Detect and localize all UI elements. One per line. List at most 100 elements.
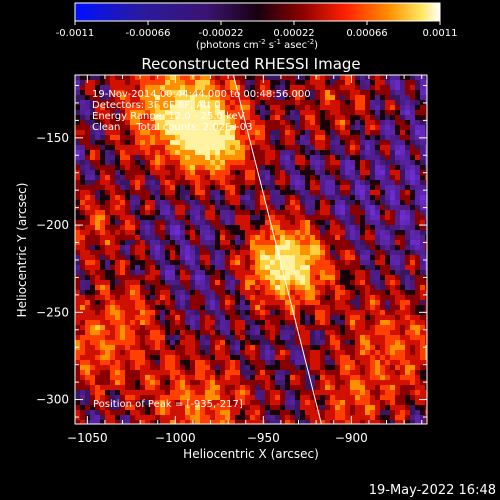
heatmap-cell [385,210,390,215]
heatmap-cell [95,340,100,345]
heatmap-cell [405,375,410,380]
heatmap-cell [310,415,315,420]
heatmap-cell [345,80,350,85]
heatmap-cell [320,405,325,410]
heatmap-cell [170,125,175,130]
heatmap-cell [85,100,90,105]
heatmap-cell [335,370,340,375]
heatmap-cell [405,190,410,195]
heatmap-cell [270,345,275,350]
heatmap-cell [135,165,140,170]
heatmap-cell [425,265,427,270]
heatmap-cell [215,300,220,305]
heatmap-cell [320,95,325,100]
heatmap-cell [375,155,380,160]
heatmap-cell [275,375,280,380]
heatmap-cell [170,155,175,160]
heatmap-cell [115,195,120,200]
heatmap-cell [235,335,240,340]
heatmap-cell [365,250,370,255]
heatmap-cell [200,345,205,350]
heatmap-cell [375,210,380,215]
heatmap-cell [330,170,335,175]
heatmap-cell [325,120,330,125]
heatmap-cell [105,100,110,105]
heatmap-cell [195,140,200,145]
heatmap-cell [80,415,85,420]
heatmap-cell [390,305,395,310]
heatmap-cell [160,215,165,220]
heatmap-cell [255,300,260,305]
heatmap-cell [375,370,380,375]
heatmap-cell [80,355,85,360]
heatmap-cell [250,155,255,160]
heatmap-cell [170,195,175,200]
heatmap-cell [325,175,330,180]
heatmap-cell [210,85,215,90]
heatmap-cell [330,215,335,220]
heatmap-cell [95,150,100,155]
heatmap-cell [400,385,405,390]
heatmap-cell [205,260,210,265]
heatmap-cell [190,160,195,165]
heatmap-cell [95,305,100,310]
heatmap-cell [355,80,360,85]
heatmap-cell [215,180,220,185]
heatmap-cell [300,410,305,415]
heatmap-cell [270,250,275,255]
heatmap-cell [365,100,370,105]
heatmap-cell [160,120,165,125]
heatmap-cell [90,330,95,335]
heatmap-cell [150,345,155,350]
heatmap-cell [155,235,160,240]
heatmap-cell [405,265,410,270]
heatmap-cell [185,315,190,320]
heatmap-cell [270,360,275,365]
heatmap-cell [400,140,405,145]
heatmap-cell [105,205,110,210]
heatmap-cell [165,220,170,225]
heatmap-cell [400,245,405,250]
heatmap-cell [220,270,225,275]
heatmap-cell [360,290,365,295]
heatmap-cell [90,385,95,390]
heatmap-cell [345,280,350,285]
heatmap-cell [130,180,135,185]
heatmap-cell [320,220,325,225]
heatmap-cell [310,85,315,90]
heatmap-cell [370,125,375,130]
heatmap-cell [255,95,260,100]
heatmap-cell [420,120,425,125]
heatmap-cell [310,235,315,240]
heatmap-cell [290,120,295,125]
heatmap-cell [95,175,100,180]
heatmap-cell [135,320,140,325]
heatmap-cell [105,265,110,270]
heatmap-cell [400,340,405,345]
heatmap-cell [125,265,130,270]
heatmap-cell [230,185,235,190]
heatmap-cell [420,355,425,360]
heatmap-cell [320,380,325,385]
heatmap-cell [210,390,215,395]
heatmap-cell [110,295,115,300]
heatmap-cell [325,220,330,225]
heatmap-cell [225,295,230,300]
heatmap-cell [285,115,290,120]
heatmap-cell [180,75,185,80]
heatmap-cell [285,415,290,420]
heatmap-cell [190,410,195,415]
heatmap-cell [355,200,360,205]
heatmap-cell [380,185,385,190]
heatmap-cell [145,295,150,300]
heatmap-cell [315,120,320,125]
heatmap-cell [305,145,310,150]
heatmap-cell [310,185,315,190]
heatmap-cell [315,100,320,105]
heatmap-cell [285,95,290,100]
heatmap-cell [145,320,150,325]
heatmap-cell [225,145,230,150]
heatmap-cell [95,325,100,330]
heatmap-cell [135,280,140,285]
heatmap-cell [420,415,425,420]
